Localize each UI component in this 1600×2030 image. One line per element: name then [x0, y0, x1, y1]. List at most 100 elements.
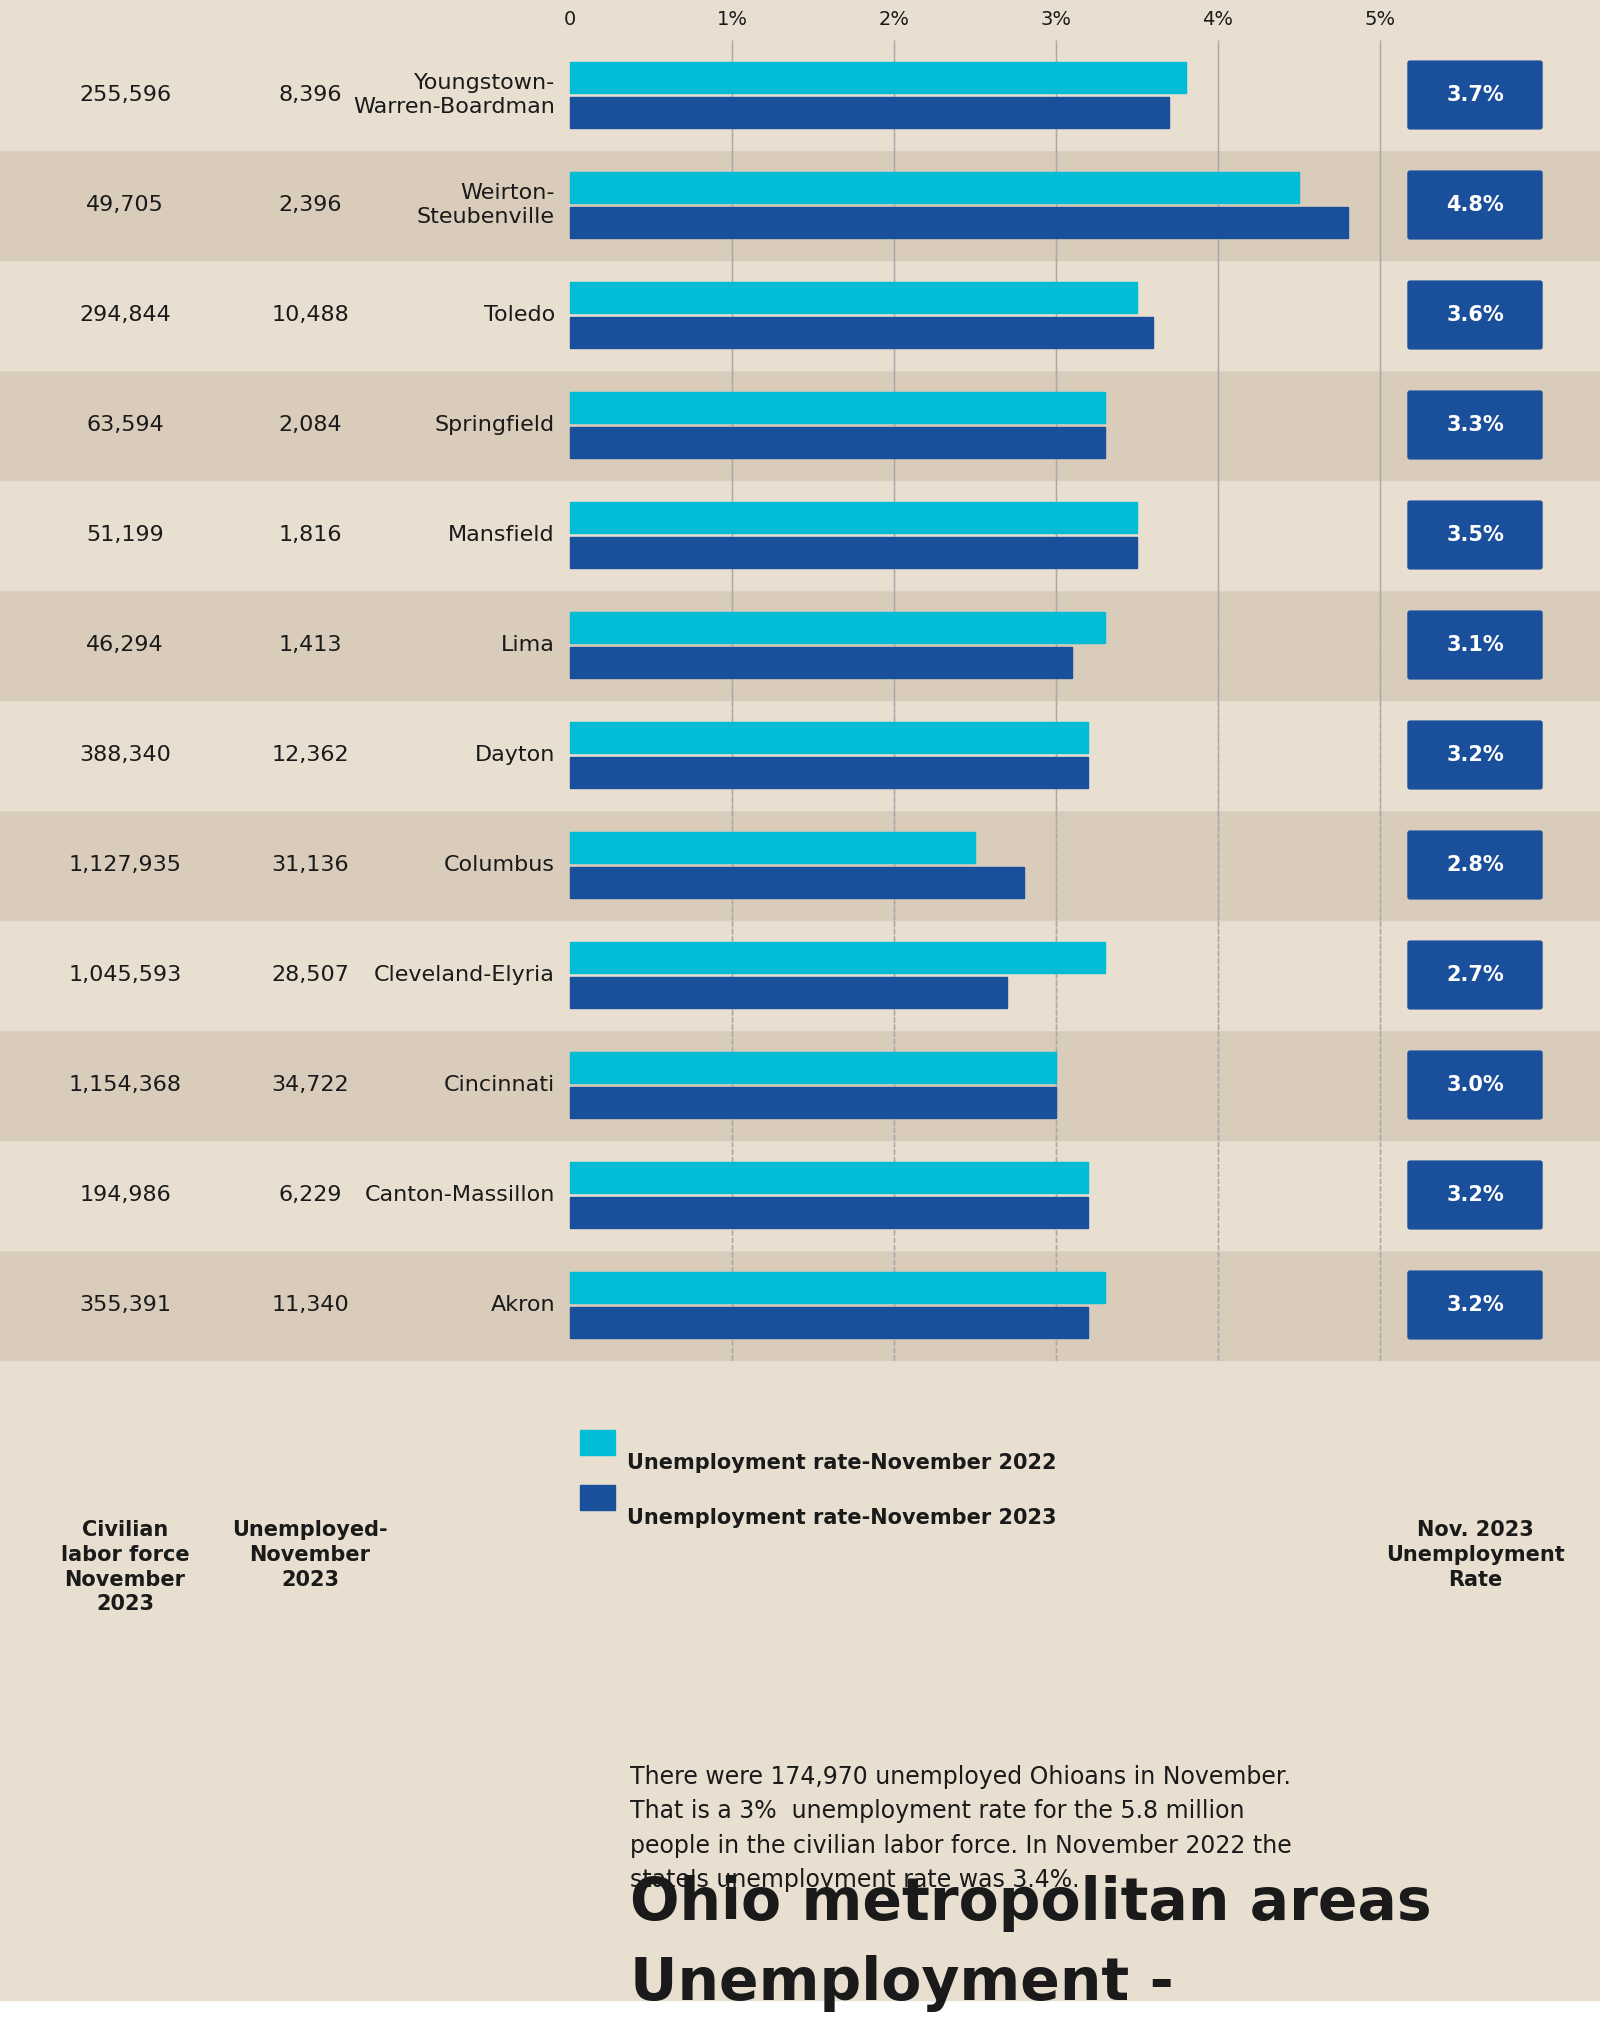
Text: 3%: 3%	[1040, 10, 1072, 28]
Bar	[0, 479, 1600, 591]
Text: 2,084: 2,084	[278, 414, 342, 434]
Text: 6,229: 6,229	[278, 1186, 342, 1206]
Bar	[570, 538, 1138, 568]
Text: 51,199: 51,199	[86, 526, 163, 544]
Text: 3.2%: 3.2%	[1446, 1295, 1504, 1315]
Text: 10,488: 10,488	[270, 304, 349, 325]
Bar	[570, 97, 1170, 128]
Text: 3.7%: 3.7%	[1446, 85, 1504, 106]
Text: Columbus: Columbus	[445, 855, 555, 875]
FancyBboxPatch shape	[1408, 611, 1542, 678]
Text: 4.8%: 4.8%	[1446, 195, 1504, 215]
Bar	[570, 392, 1104, 422]
Bar	[570, 501, 1138, 532]
Text: Cincinnati: Cincinnati	[443, 1076, 555, 1094]
Bar	[0, 591, 1600, 700]
Bar	[570, 317, 1154, 347]
Text: Dayton: Dayton	[475, 745, 555, 765]
Text: Weirton-
Steubenville: Weirton- Steubenville	[418, 183, 555, 227]
Bar	[570, 867, 1024, 897]
Bar	[570, 207, 1347, 238]
Text: 2.7%: 2.7%	[1446, 964, 1504, 985]
FancyBboxPatch shape	[1408, 501, 1542, 568]
Bar	[0, 0, 1600, 41]
Text: 255,596: 255,596	[78, 85, 171, 106]
Bar	[570, 1273, 1104, 1303]
Text: 5%: 5%	[1365, 10, 1395, 28]
Text: 49,705: 49,705	[86, 195, 163, 215]
Text: 3.1%: 3.1%	[1446, 635, 1504, 656]
Bar	[570, 1307, 1088, 1338]
Text: Ohio metropolitan areas: Ohio metropolitan areas	[630, 1876, 1432, 1933]
Text: 294,844: 294,844	[78, 304, 171, 325]
Bar	[570, 63, 1186, 93]
FancyBboxPatch shape	[1408, 392, 1542, 459]
Text: 34,722: 34,722	[270, 1076, 349, 1094]
Text: Akron: Akron	[490, 1295, 555, 1315]
FancyBboxPatch shape	[1408, 280, 1542, 349]
FancyBboxPatch shape	[1408, 171, 1542, 240]
Text: Mansfield: Mansfield	[448, 526, 555, 544]
Text: 1,413: 1,413	[278, 635, 342, 656]
Text: Unemployment rate-November 2022: Unemployment rate-November 2022	[627, 1453, 1056, 1474]
Bar	[0, 1141, 1600, 1250]
Bar	[579, 1429, 614, 1456]
Text: 3.5%: 3.5%	[1446, 526, 1504, 544]
Text: 31,136: 31,136	[270, 855, 349, 875]
Bar	[570, 757, 1088, 788]
Bar	[570, 1161, 1088, 1194]
FancyBboxPatch shape	[1408, 830, 1542, 899]
Text: Civilian
labor force
November
2023: Civilian labor force November 2023	[61, 1520, 189, 1614]
Text: 2%: 2%	[878, 10, 909, 28]
Bar	[0, 2000, 1600, 2030]
Text: 3.6%: 3.6%	[1446, 304, 1504, 325]
Bar	[570, 976, 1008, 1009]
Text: 355,391: 355,391	[78, 1295, 171, 1315]
Text: Unemployment -: Unemployment -	[630, 1955, 1174, 2012]
Text: Unemployment rate-November 2023: Unemployment rate-November 2023	[627, 1508, 1056, 1529]
Text: 3.0%: 3.0%	[1446, 1076, 1504, 1094]
Text: There were 174,970 unemployed Ohioans in November.
That is a 3%  unemployment ra: There were 174,970 unemployed Ohioans in…	[630, 1764, 1291, 1892]
Text: 194,986: 194,986	[78, 1186, 171, 1206]
Text: 3.3%: 3.3%	[1446, 414, 1504, 434]
Text: Nov. 2023
Unemployment
Rate: Nov. 2023 Unemployment Rate	[1386, 1520, 1565, 1589]
Bar	[0, 700, 1600, 810]
Bar	[0, 1250, 1600, 1360]
FancyBboxPatch shape	[1408, 1161, 1542, 1228]
Text: 0: 0	[563, 10, 576, 28]
Text: Canton-Massillon: Canton-Massillon	[365, 1186, 555, 1206]
Text: 11,340: 11,340	[270, 1295, 349, 1315]
Bar	[0, 920, 1600, 1029]
Text: 12,362: 12,362	[270, 745, 349, 765]
Text: Lima: Lima	[501, 635, 555, 656]
Text: Cleveland-Elyria: Cleveland-Elyria	[374, 964, 555, 985]
Text: 1%: 1%	[717, 10, 747, 28]
Bar	[570, 282, 1138, 313]
FancyBboxPatch shape	[1408, 1052, 1542, 1119]
Bar	[570, 942, 1104, 972]
Text: 4%: 4%	[1203, 10, 1234, 28]
Text: Toledo: Toledo	[483, 304, 555, 325]
Text: 3.2%: 3.2%	[1446, 1186, 1504, 1206]
FancyBboxPatch shape	[1408, 942, 1542, 1009]
Text: 2,396: 2,396	[278, 195, 342, 215]
Bar	[570, 611, 1104, 644]
Text: 1,154,368: 1,154,368	[69, 1076, 181, 1094]
Bar	[0, 260, 1600, 369]
Bar	[0, 369, 1600, 479]
Bar	[570, 832, 974, 863]
Text: 8,396: 8,396	[278, 85, 342, 106]
Text: 1,045,593: 1,045,593	[69, 964, 182, 985]
Bar	[570, 173, 1299, 203]
FancyBboxPatch shape	[1408, 721, 1542, 790]
Bar	[0, 810, 1600, 920]
Bar	[570, 1088, 1056, 1119]
Bar	[579, 1486, 614, 1510]
Text: 3.2%: 3.2%	[1446, 745, 1504, 765]
Bar	[570, 1198, 1088, 1228]
Bar	[570, 426, 1104, 459]
FancyBboxPatch shape	[1408, 61, 1542, 128]
Text: 63,594: 63,594	[86, 414, 163, 434]
Text: Youngstown-
Warren-Boardman: Youngstown- Warren-Boardman	[354, 73, 555, 118]
Text: 2.8%: 2.8%	[1446, 855, 1504, 875]
